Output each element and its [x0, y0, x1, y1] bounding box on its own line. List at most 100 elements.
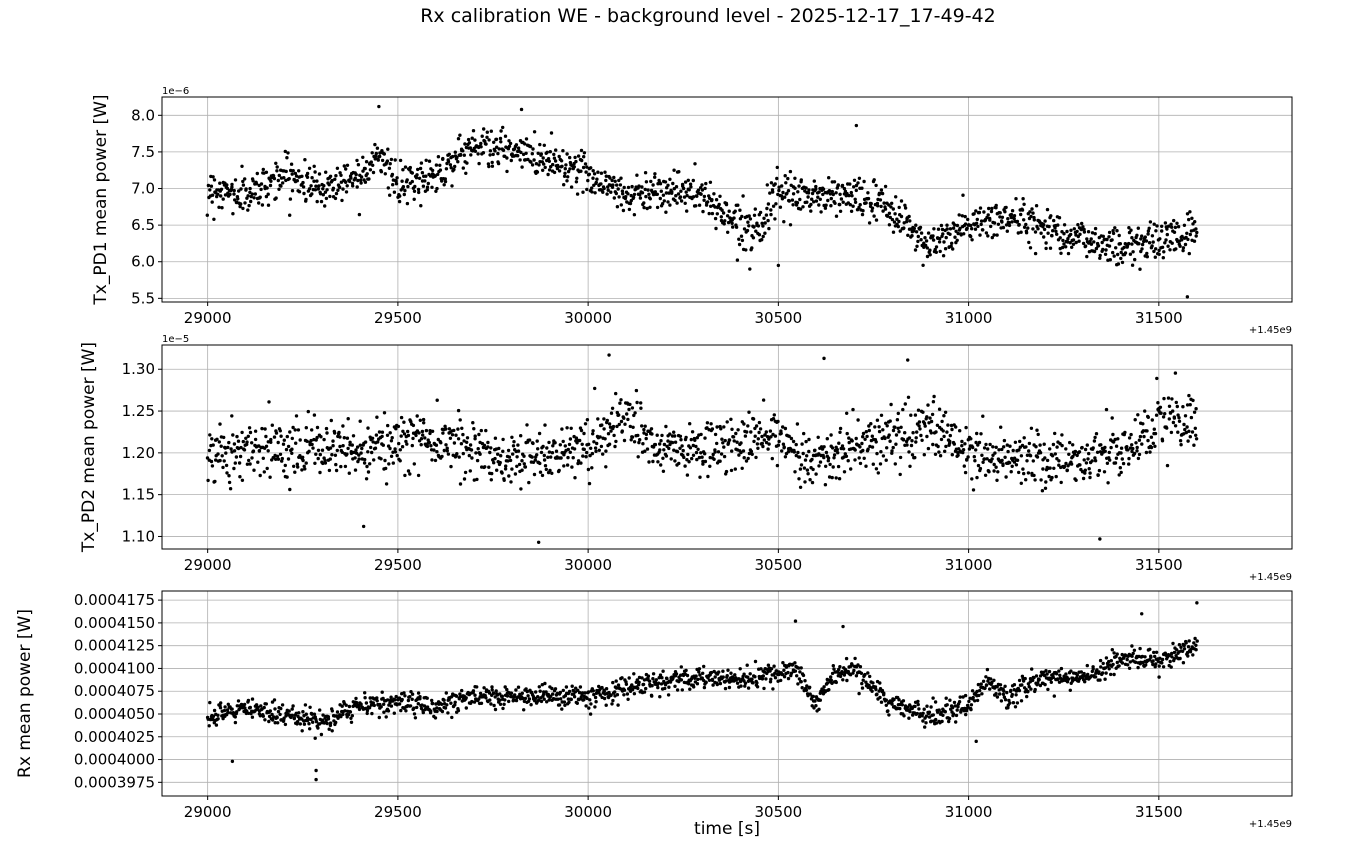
data-point: [1046, 231, 1050, 235]
data-point: [810, 197, 814, 201]
data-point: [402, 192, 406, 197]
data-point: [786, 176, 790, 181]
data-point: [933, 700, 938, 704]
data-point: [1032, 675, 1036, 680]
data-point: [487, 691, 492, 695]
data-point: [266, 192, 270, 196]
data-point: [737, 242, 742, 247]
data-point: [272, 698, 277, 702]
data-point: [505, 169, 509, 174]
data-point: [516, 449, 521, 453]
data-point: [1012, 214, 1017, 218]
y-tick-label: 1.15: [122, 486, 155, 504]
data-point: [753, 659, 758, 664]
data-point: [535, 453, 539, 457]
data-point: [1154, 229, 1158, 233]
data-point: [505, 687, 509, 692]
data-point: [1045, 672, 1049, 676]
data-point: [1130, 236, 1134, 240]
data-point: [829, 433, 833, 437]
data-point: [739, 441, 743, 445]
data-point: [379, 457, 383, 461]
data-point: [535, 439, 539, 443]
data-point: [466, 137, 471, 142]
data-point: [808, 692, 812, 696]
data-point: [934, 717, 938, 722]
data-point: [414, 176, 419, 180]
data-point: [742, 672, 746, 676]
data-point: [329, 418, 333, 423]
data-point: [976, 463, 981, 468]
data-point: [481, 151, 486, 155]
data-point: [485, 135, 489, 139]
data-point: [498, 460, 502, 465]
data-point: [943, 710, 947, 714]
data-point: [278, 429, 282, 433]
data-point: [496, 151, 500, 156]
data-point: [790, 198, 795, 202]
data-point: [1050, 234, 1054, 238]
y-tick-label: 0.0004125: [74, 637, 155, 655]
data-point: [503, 698, 507, 702]
data-point: [908, 464, 912, 468]
data-point: [1110, 416, 1114, 420]
data-point: [918, 225, 923, 230]
x-offset-label: +1.45e9: [1249, 819, 1292, 830]
data-point: [401, 429, 405, 433]
data-point: [333, 196, 338, 201]
data-point: [697, 455, 702, 460]
data-point: [389, 695, 393, 699]
data-point: [1153, 255, 1158, 259]
data-point: [818, 698, 822, 702]
data-point: [284, 447, 289, 452]
data-point: [327, 468, 332, 473]
data-point: [207, 448, 212, 453]
data-point: [328, 721, 333, 725]
data-point: [663, 683, 668, 687]
data-point: [782, 668, 786, 672]
data-point: [452, 428, 456, 433]
data-point: [1159, 411, 1163, 415]
data-point: [641, 442, 645, 446]
data-point: [354, 451, 359, 455]
data-point: [885, 424, 889, 428]
data-point: [801, 673, 806, 678]
data-point: [763, 433, 767, 437]
data-point: [626, 417, 630, 422]
data-point: [363, 166, 367, 171]
data-point: [353, 468, 358, 472]
data-point: [802, 466, 807, 470]
data-point: [348, 710, 353, 714]
data-point: [683, 464, 687, 468]
data-point: [1154, 650, 1159, 654]
data-point: [1017, 222, 1021, 227]
data-point: [865, 434, 869, 439]
data-point: [355, 445, 360, 449]
data-point: [1088, 239, 1092, 244]
data-point: [667, 446, 671, 451]
data-point: [782, 675, 787, 679]
data-point: [857, 691, 861, 696]
data-point: [615, 205, 620, 209]
data-point: [1022, 436, 1026, 440]
data-point: [682, 195, 687, 199]
data-point: [672, 448, 676, 452]
data-point: [359, 175, 364, 179]
data-point: [1098, 253, 1102, 258]
data-point: [232, 466, 236, 471]
data-point: [303, 158, 307, 162]
data-point: [379, 170, 384, 174]
data-point: [922, 453, 926, 457]
data-point: [433, 716, 438, 720]
data-point: [616, 187, 620, 191]
data-point: [1096, 244, 1101, 248]
data-point: [1147, 226, 1151, 230]
data-point: [569, 697, 573, 702]
data-point: [529, 160, 533, 164]
data-point: [1074, 676, 1079, 680]
data-point: [948, 433, 952, 438]
data-point: [575, 701, 579, 705]
data-point: [507, 139, 511, 143]
data-point: [892, 697, 896, 702]
data-point: [761, 444, 765, 449]
